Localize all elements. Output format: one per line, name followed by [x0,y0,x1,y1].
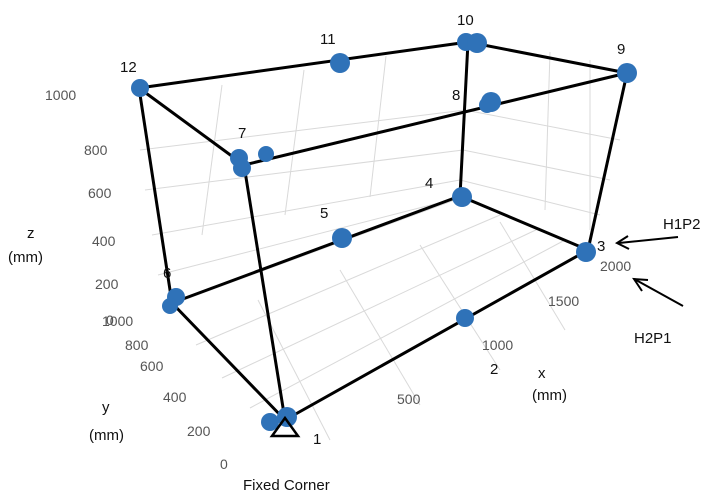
grid-line [339,269,421,406]
y-tick-label: 0 [220,456,228,472]
frame-member-4-10 [458,40,470,198]
x-tick-label: 2000 [600,258,631,274]
fixed-corner-caption: Fixed Corner [243,477,330,494]
frame-member-1-3 [283,248,590,422]
x-tick-label: 1000 [482,337,513,353]
callout-h2p1: H2P1 [632,277,684,347]
frame-member-1-6 [170,301,287,422]
node-label-12: 12 [120,59,137,76]
z-axis-title: z [27,225,35,242]
grid-line [151,179,461,236]
x-axis-title: x [538,365,546,382]
node-marker [332,228,352,248]
z-tick-label: 1000 [45,87,76,103]
y-axis-unit: (mm) [89,427,124,444]
node-label-1: 1 [313,431,321,448]
z-tick-label: 600 [88,185,112,201]
node-label-9: 9 [617,41,625,58]
grid-line [419,244,501,371]
frame-member-12-10 [137,40,470,90]
node-marker [617,63,637,83]
z-tick-label: 0 [106,312,114,328]
y-tick-label: 800 [125,337,149,353]
node-label-3: 3 [597,238,605,255]
grid-line [462,149,611,181]
grid-line [249,239,566,409]
node-label-7: 7 [238,125,246,142]
node-label-10: 10 [457,12,474,29]
frame-member-6-12 [137,86,174,305]
y-tick-label: 200 [187,423,211,439]
z-tick-label: 800 [84,142,108,158]
node-marker [576,242,596,262]
callout-h1p2: H1P2 [614,216,701,250]
node-marker [479,97,495,113]
callout-h2p1-arrowhead-icon [632,277,649,292]
grid-line [369,55,387,198]
node-marker [456,309,474,327]
y-tick-label: 600 [140,358,164,374]
grid-line [144,149,464,191]
y-tick-label: 1000 [102,313,133,329]
callout-h2p1-label: H2P1 [634,330,672,347]
node-marker [467,33,487,53]
callout-h2p1-arrow-line [635,279,684,307]
x-tick-label: 500 [397,391,421,407]
grid-line [139,109,466,151]
node-marker [452,187,472,207]
x-axis-unit: (mm) [532,387,567,404]
y-axis-title: y [102,399,110,416]
grid-line [464,109,621,141]
axis-tick-labels: 0200400600800100002004006008001000500100… [45,87,631,472]
x-tick-label: 1500 [548,293,579,309]
node-marker [258,146,274,162]
callout-h1p2-arrowhead-icon [614,235,630,250]
node-label-2: 2 [490,361,498,378]
grid-line [499,221,566,331]
grid-lines [139,51,621,441]
node-label-5: 5 [320,205,328,222]
frame-member-3-9 [586,71,629,252]
grid-line [195,214,501,346]
callout-h1p2-arrow-line [618,236,679,244]
node-label-4: 4 [425,175,433,192]
node-marker [261,413,279,431]
frame-member-6-4 [170,194,462,305]
node-markers [131,33,637,431]
frame-member-7-9 [242,71,629,167]
z-tick-label: 400 [92,233,116,249]
frame-member-10-9 [466,40,629,75]
grid-line [544,51,551,211]
y-tick-label: 400 [163,389,187,405]
callout-h1p2-label: H1P2 [663,216,701,233]
grid-line [157,197,459,276]
z-axis-unit: (mm) [8,249,43,266]
grid-line [284,69,305,216]
node-marker [131,79,149,97]
fixed-support-triangle-icon [269,415,301,438]
frame-members [137,40,629,422]
node-label-8: 8 [452,87,460,104]
grid-line [201,84,223,236]
frame-member-4-3 [458,194,590,252]
node-label-6: 6 [163,265,171,282]
node-label-11: 11 [320,31,336,48]
node-marker [162,298,178,314]
node-marker [233,159,251,177]
z-tick-label: 200 [95,276,119,292]
frame-member-1-7 [242,163,287,422]
frame-member-12-7 [137,86,246,167]
grid-line [459,179,601,216]
node-marker [330,53,350,73]
